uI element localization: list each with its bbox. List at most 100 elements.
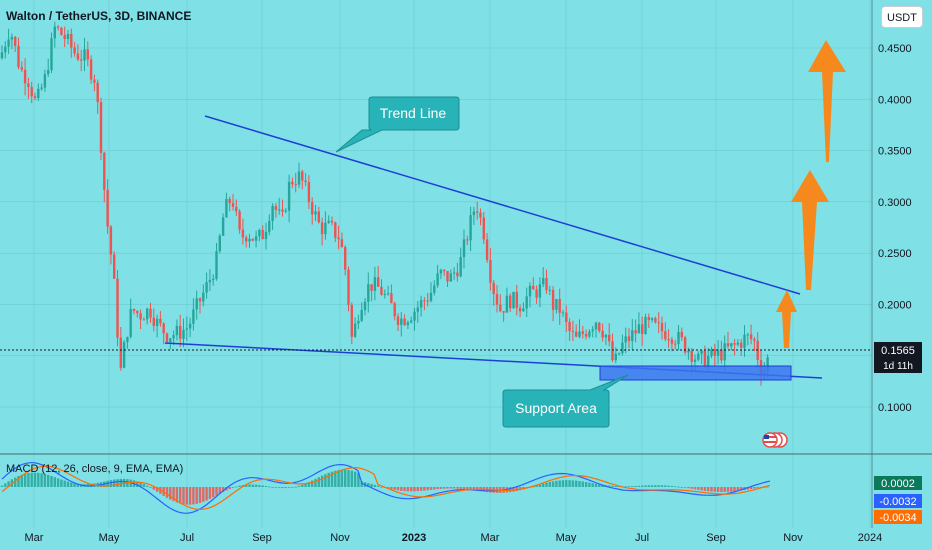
candle-body [535, 289, 538, 298]
macd-histogram-bar [228, 487, 231, 490]
projection-arrows [776, 40, 846, 348]
macd-histogram-bar [337, 470, 340, 487]
candle-body [515, 291, 518, 308]
candle-body [17, 45, 20, 68]
macd-histogram-bar [532, 486, 535, 488]
macd-histogram-bar [393, 487, 396, 490]
macd-histogram-bar [7, 481, 10, 487]
macd-histogram-bar [644, 485, 647, 487]
candle-body [337, 237, 340, 240]
macd-histogram-bar [4, 483, 7, 487]
candle-body [674, 343, 677, 345]
macd-histogram-bar [146, 485, 149, 487]
macd-histogram-bar [657, 485, 660, 487]
candle-body [228, 199, 231, 204]
candle-body [20, 67, 23, 70]
candle-body [456, 272, 459, 277]
candle-body [469, 215, 472, 241]
macd-histogram-bar [584, 482, 588, 487]
candle-body [429, 292, 433, 302]
candle-body [723, 343, 726, 361]
candle-body [667, 339, 670, 341]
candle-body [621, 342, 624, 354]
macd-histogram-bar [660, 485, 664, 487]
candle-body [202, 292, 205, 302]
macd-histogram-bar [690, 487, 693, 489]
candle-body [403, 318, 406, 326]
candle-body [505, 295, 509, 313]
macd-histogram-bar [317, 477, 320, 487]
candle-body [162, 323, 165, 334]
candle-body [33, 96, 37, 99]
time-tick-label: Nov [330, 532, 350, 544]
candle-body [73, 47, 76, 54]
candle-body [264, 231, 268, 240]
time-tick-label: Mar [25, 532, 44, 544]
macd-line-value: -0.0032 [879, 496, 916, 508]
time-tick-label: May [99, 532, 120, 544]
candle-body [555, 298, 558, 310]
macd-histogram-bar [403, 487, 406, 492]
candle-body [159, 318, 162, 324]
candle-body [413, 311, 416, 321]
candle-body [165, 333, 169, 342]
macd-histogram-bar [419, 487, 423, 491]
macd-histogram-bar [624, 486, 627, 488]
trend-line [204, 115, 801, 295]
macd-histogram-bar [723, 487, 726, 492]
macd-histogram-bar [456, 487, 459, 489]
candle-body [551, 289, 555, 310]
candle-body [23, 69, 27, 84]
candle-body [103, 152, 106, 190]
candle-body [670, 339, 674, 344]
macd-histogram-bar [291, 487, 294, 488]
candle-body [545, 278, 548, 291]
macd-histogram-bar [677, 486, 680, 488]
macd-histogram-bar [198, 487, 202, 503]
candle-body [258, 229, 261, 237]
candle-body [215, 251, 218, 279]
candle-body [512, 291, 515, 309]
candle-body [746, 334, 749, 336]
macd-histogram-bar [50, 476, 53, 487]
candle-body [83, 49, 86, 61]
candle-body [353, 323, 357, 337]
candle-body [436, 273, 439, 286]
candle-body [311, 202, 314, 215]
candle-body [736, 342, 740, 345]
candle-body [720, 349, 723, 361]
candle-body [301, 171, 304, 181]
candle-body [664, 331, 667, 340]
macd-histogram-bar [512, 487, 515, 492]
macd-histogram-bar [746, 487, 749, 490]
macd-histogram-bar [429, 487, 433, 490]
candle-body [367, 284, 370, 302]
macd-histogram-bar [109, 480, 113, 487]
macd-histogram-bar [208, 487, 212, 499]
candle-body [588, 331, 591, 337]
trend-line-callout: Trend Line [335, 96, 460, 153]
candle-body [238, 211, 241, 230]
macd-histogram-bar [40, 473, 43, 487]
macd-histogram-bar [14, 477, 17, 487]
support-area-box [599, 365, 792, 381]
macd-histogram-bar [439, 487, 443, 489]
currency-button[interactable]: USDT [881, 6, 923, 28]
candle-body [386, 293, 390, 295]
macd-histogram-bar [172, 487, 175, 502]
candle-body [146, 308, 149, 320]
macd-histogram-bar [284, 487, 287, 489]
macd-histogram-bar [43, 474, 47, 487]
macd-histogram-bar [264, 486, 268, 487]
macd-histogram-bar [740, 487, 743, 491]
us-flag-event-icon[interactable] [762, 432, 788, 448]
macd-histogram-bar [446, 487, 449, 489]
macd-histogram-bar [165, 487, 169, 498]
candle-body [707, 355, 710, 367]
candle-body [433, 285, 436, 293]
macd-histogram-bar [683, 487, 687, 488]
candle-body [347, 269, 350, 305]
macd-histogram-bar [545, 482, 548, 487]
macd-histogram-bar [281, 487, 284, 489]
candle-body [485, 239, 489, 261]
